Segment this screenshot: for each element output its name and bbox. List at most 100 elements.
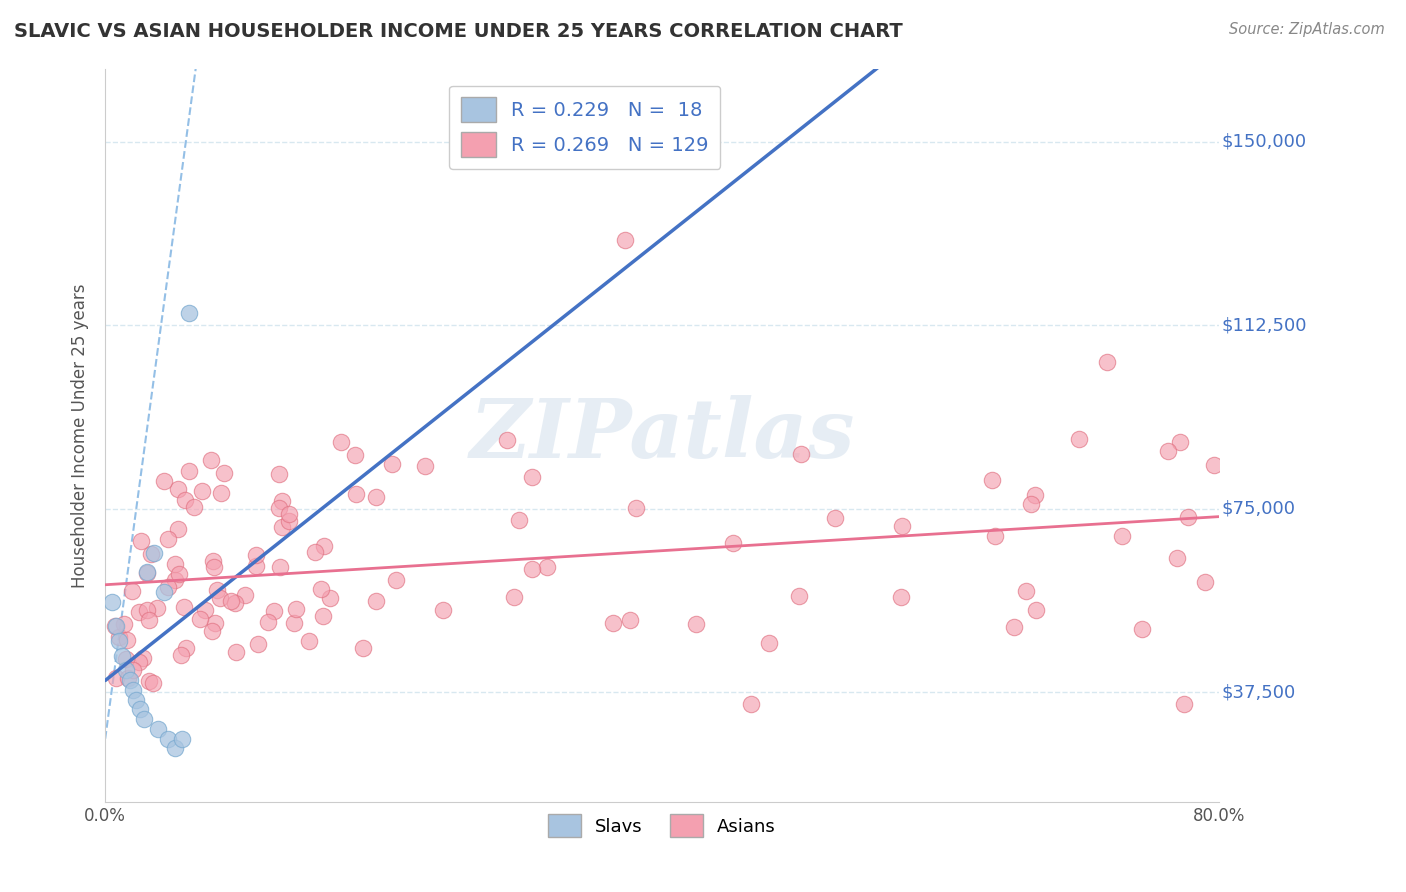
Point: [304, 545, 326, 559]
Point: [207, 582, 229, 597]
Point: [319, 591, 342, 605]
Text: Source: ZipAtlas.com: Source: ZipAtlas.com: [1229, 22, 1385, 37]
Text: SLAVIC VS ASIAN HOUSEHOLDER INCOME UNDER 25 YEARS CORRELATION CHART: SLAVIC VS ASIAN HOUSEHOLDER INCOME UNDER…: [14, 22, 903, 41]
Point: [614, 233, 637, 247]
Point: [364, 491, 387, 505]
Point: [366, 594, 388, 608]
Point: [1025, 603, 1047, 617]
Point: [723, 535, 745, 549]
Point: [1130, 623, 1153, 637]
Point: [167, 482, 190, 496]
Point: [1002, 620, 1025, 634]
Point: [219, 594, 242, 608]
Y-axis label: Householder Income Under 25 years: Householder Income Under 25 years: [72, 283, 89, 588]
Point: [740, 698, 762, 712]
Legend: Slavs, Asians: Slavs, Asians: [541, 807, 783, 845]
Point: [177, 464, 200, 478]
Point: [105, 619, 128, 633]
Point: [136, 602, 159, 616]
Point: [1166, 550, 1188, 565]
Point: [312, 609, 335, 624]
Point: [789, 447, 811, 461]
Point: [520, 470, 543, 484]
Point: [212, 466, 235, 480]
Point: [209, 486, 232, 500]
Point: [101, 595, 124, 609]
Point: [183, 500, 205, 514]
Point: [105, 671, 128, 685]
Point: [980, 473, 1002, 487]
Point: [165, 557, 187, 571]
Point: [152, 474, 174, 488]
Point: [413, 459, 436, 474]
Point: [1157, 444, 1180, 458]
Point: [1194, 575, 1216, 590]
Point: [157, 581, 180, 595]
Point: [128, 655, 150, 669]
Point: [146, 600, 169, 615]
Text: $75,000: $75,000: [1222, 500, 1295, 517]
Point: [157, 533, 180, 547]
Point: [193, 602, 215, 616]
Point: [165, 573, 187, 587]
Point: [381, 457, 404, 471]
Point: [142, 546, 165, 560]
Point: [1015, 584, 1038, 599]
Point: [269, 559, 291, 574]
Point: [247, 637, 270, 651]
Point: [432, 603, 454, 617]
Point: [173, 599, 195, 614]
Point: [200, 453, 222, 467]
Point: [170, 731, 193, 746]
Point: [508, 513, 530, 527]
Point: [602, 616, 624, 631]
Point: [190, 484, 212, 499]
Point: [115, 633, 138, 648]
Point: [224, 596, 246, 610]
Point: [202, 554, 225, 568]
Point: [1095, 355, 1118, 369]
Text: $37,500: $37,500: [1222, 683, 1295, 701]
Point: [233, 588, 256, 602]
Point: [202, 559, 225, 574]
Point: [112, 616, 135, 631]
Point: [156, 731, 179, 746]
Point: [136, 566, 159, 580]
Point: [520, 562, 543, 576]
Point: [257, 615, 280, 629]
Point: [344, 487, 367, 501]
Point: [1177, 509, 1199, 524]
Point: [125, 692, 148, 706]
Point: [245, 548, 267, 562]
Point: [271, 493, 294, 508]
Point: [267, 501, 290, 516]
Point: [758, 636, 780, 650]
Point: [263, 604, 285, 618]
Text: ZIPatlas: ZIPatlas: [470, 395, 855, 475]
Point: [824, 510, 846, 524]
Point: [984, 529, 1007, 543]
Point: [890, 590, 912, 604]
Point: [1111, 529, 1133, 543]
Point: [1024, 488, 1046, 502]
Point: [1173, 698, 1195, 712]
Point: [152, 585, 174, 599]
Point: [201, 624, 224, 639]
Point: [174, 493, 197, 508]
Point: [277, 514, 299, 528]
Point: [167, 523, 190, 537]
Point: [496, 434, 519, 448]
Point: [115, 652, 138, 666]
Point: [619, 613, 641, 627]
Text: $112,500: $112,500: [1222, 317, 1306, 334]
Point: [132, 651, 155, 665]
Point: [536, 560, 558, 574]
Point: [108, 630, 131, 644]
Point: [190, 612, 212, 626]
Point: [146, 722, 169, 736]
Point: [283, 615, 305, 630]
Point: [104, 619, 127, 633]
Point: [138, 673, 160, 688]
Point: [343, 448, 366, 462]
Point: [129, 702, 152, 716]
